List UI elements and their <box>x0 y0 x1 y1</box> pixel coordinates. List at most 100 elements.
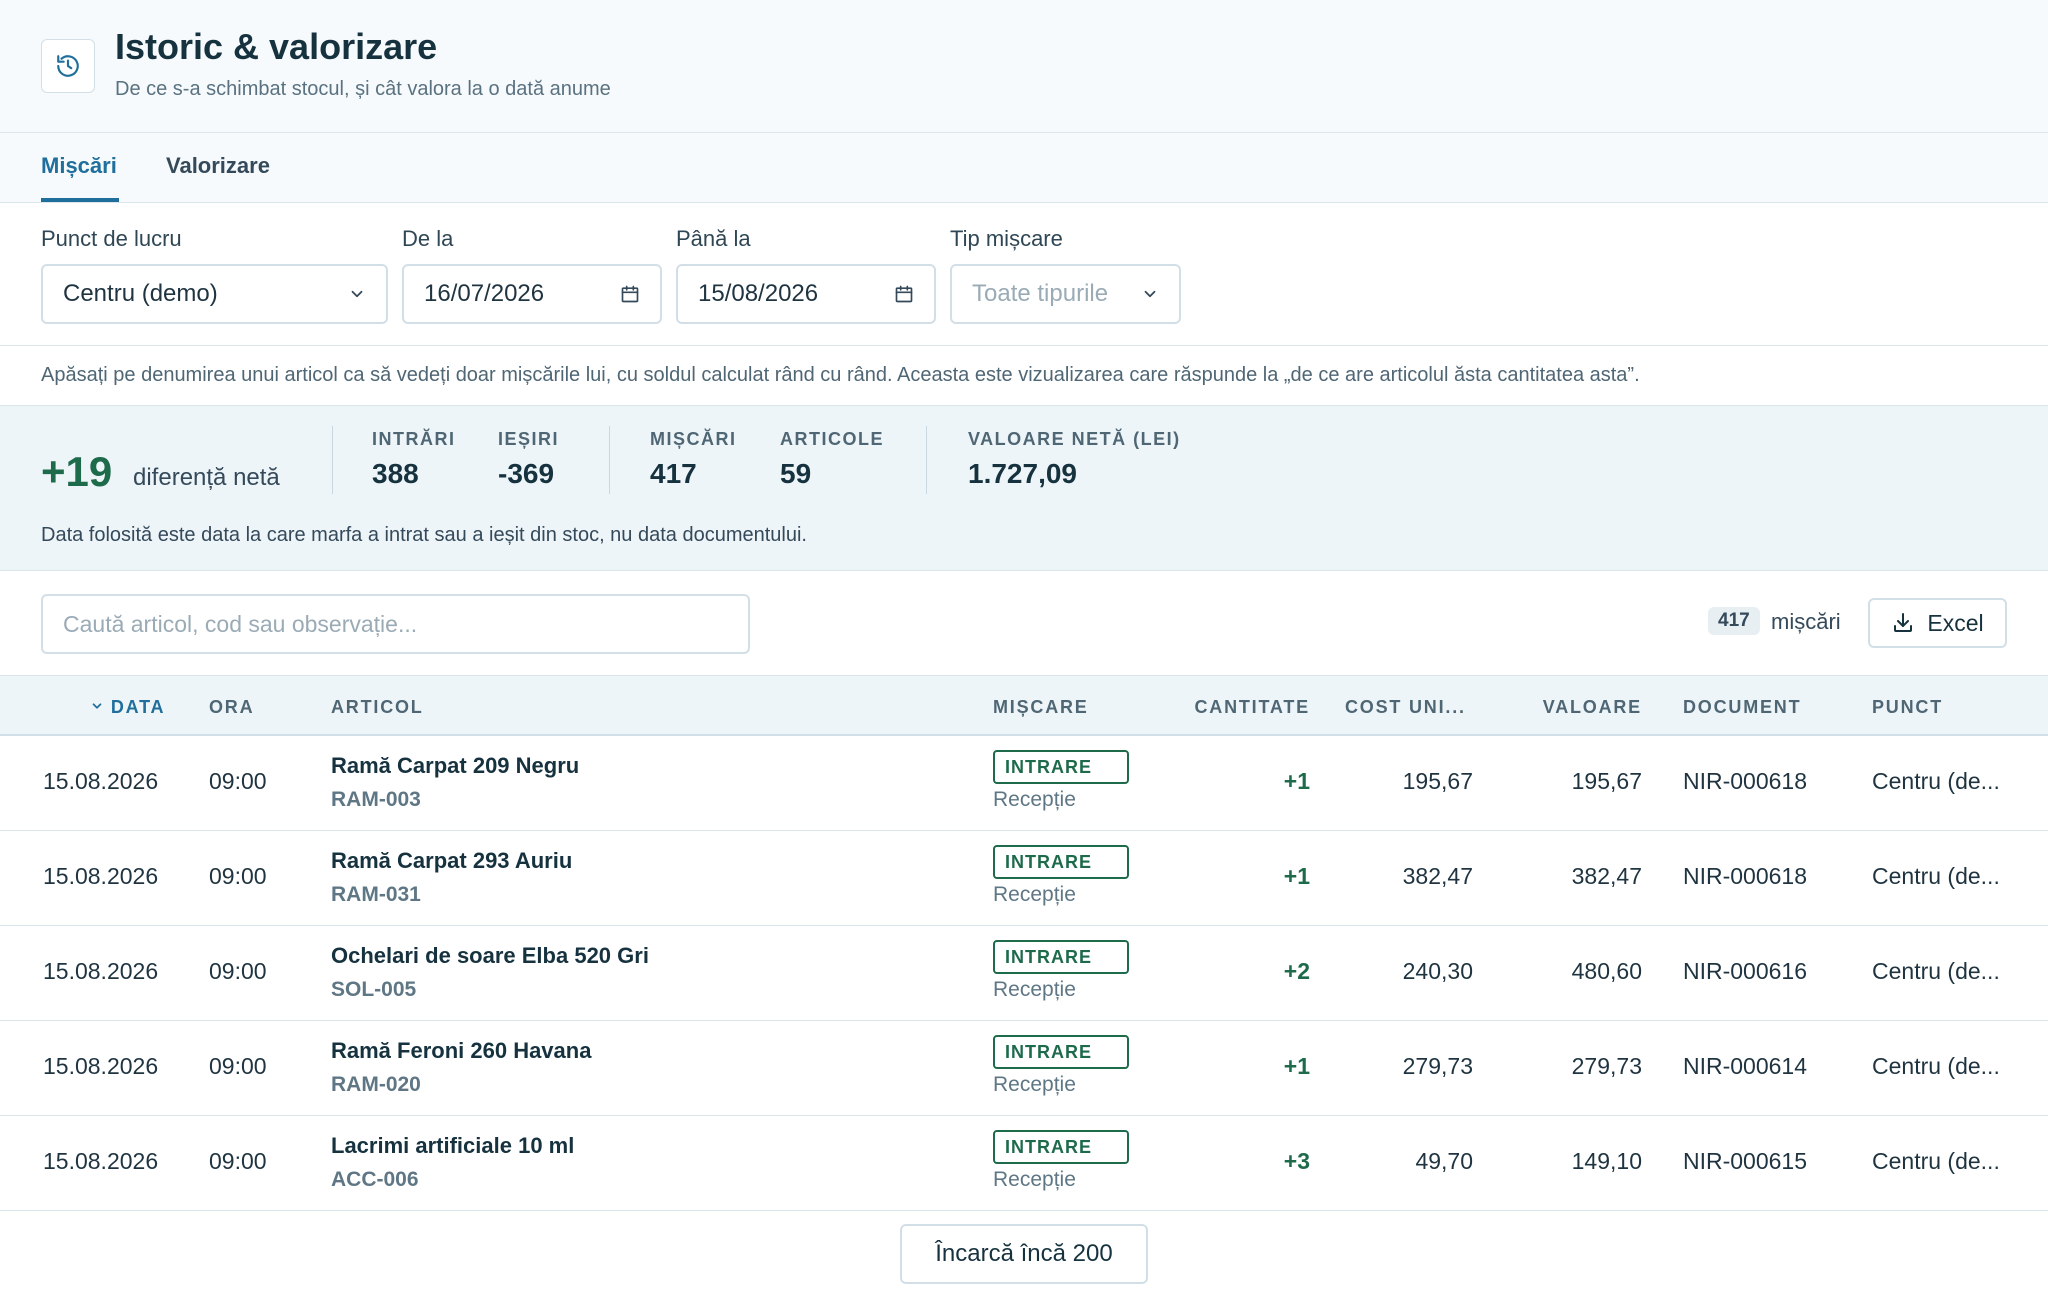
row-document[interactable]: NIR-000615 <box>1683 1148 1808 1174</box>
search-input[interactable]: Caută articol, cod sau observație... <box>41 594 750 654</box>
article-code: RAM-031 <box>331 883 421 906</box>
divider <box>609 426 610 494</box>
moves-label: MIȘCĂRI <box>650 429 737 449</box>
article-code: RAM-003 <box>331 788 421 811</box>
row-time: 09:00 <box>209 1053 267 1079</box>
articles-label: ARTICOLE <box>780 429 884 449</box>
article-code: RAM-020 <box>331 1073 421 1096</box>
moves-value: 417 <box>650 458 697 489</box>
table-header: DATA ORA ARTICOL MIȘCARE CANTITATE COST … <box>0 675 2048 736</box>
row-time: 09:00 <box>209 768 267 794</box>
row-quantity: +3 <box>1283 1148 1310 1174</box>
summary-panel: +19 diferență netă INTRĂRI 388 IEȘIRI -3… <box>0 405 2048 571</box>
row-document[interactable]: NIR-000616 <box>1683 958 1808 984</box>
row-value: 195,67 <box>1571 768 1642 794</box>
article-name-link[interactable]: Ochelari de soare Elba 520 Gri <box>331 943 649 968</box>
calendar-icon[interactable] <box>620 284 640 304</box>
column-time[interactable]: ORA <box>209 697 255 717</box>
count-badge: 417 <box>1708 607 1760 635</box>
column-document[interactable]: DOCUMENT <box>1683 697 1802 717</box>
to-date-input[interactable]: 15/08/2026 <box>676 264 936 324</box>
excel-label: Excel <box>1927 609 1984 636</box>
column-quantity[interactable]: CANTITATE <box>1194 697 1310 717</box>
movement-type: Recepție <box>993 978 1076 1001</box>
page-header: Istoric & valorizare De ce s-a schimbat … <box>0 0 2048 133</box>
from-date-label: De la <box>402 226 454 251</box>
row-value: 149,10 <box>1571 1148 1642 1174</box>
in-value: 388 <box>372 458 419 489</box>
row-point: Centru (de... <box>1872 1053 2000 1079</box>
movement-type-label: Tip mișcare <box>950 226 1063 251</box>
tab-miscari[interactable]: Mișcări <box>41 153 117 178</box>
row-unit-cost: 195,67 <box>1402 768 1473 794</box>
article-name-link[interactable]: Ramă Carpat 293 Auriu <box>331 848 573 873</box>
row-unit-cost: 240,30 <box>1402 958 1473 984</box>
load-more-button[interactable]: Încarcă încă 200 <box>900 1224 1148 1284</box>
location-value: Centru (demo) <box>63 280 218 307</box>
location-label: Punct de lucru <box>41 226 182 251</box>
row-unit-cost: 279,73 <box>1402 1053 1473 1079</box>
column-date-label: DATA <box>110 697 166 717</box>
column-unit-cost[interactable]: COST UNI... <box>1345 697 1466 717</box>
row-date: 15.08.2026 <box>43 958 159 984</box>
row-document[interactable]: NIR-000618 <box>1683 863 1808 889</box>
count-label: mișcări <box>1771 609 1841 634</box>
movement-type-placeholder: Toate tipurile <box>972 280 1109 307</box>
article-code: SOL-005 <box>331 978 417 1001</box>
net-difference-label: diferență netă <box>133 464 280 491</box>
calendar-icon[interactable] <box>894 284 914 304</box>
chevron-down-icon <box>1141 285 1159 303</box>
movement-type: Recepție <box>993 1168 1076 1191</box>
chevron-down-icon <box>348 285 366 303</box>
row-value: 279,73 <box>1571 1053 1642 1079</box>
row-date: 15.08.2026 <box>43 863 159 889</box>
movement-badge: INTRARE <box>993 845 1129 879</box>
table-row: 15.08.2026 09:00 Ramă Carpat 293 Auriu RAM-… <box>0 831 2048 926</box>
net-value-lei-label: VALOARE NETĂ (LEI) <box>968 429 1181 449</box>
row-date: 15.08.2026 <box>43 1148 159 1174</box>
article-code: ACC-006 <box>331 1168 419 1191</box>
movement-type: Recepție <box>993 788 1076 811</box>
column-date[interactable]: DATA <box>90 697 165 718</box>
table-row: 15.08.2026 09:00 Ramă Feroni 260 Havana RAM… <box>0 1021 2048 1116</box>
row-quantity: +1 <box>1283 863 1310 889</box>
history-icon <box>41 39 95 93</box>
from-date-input[interactable]: 16/07/2026 <box>402 264 662 324</box>
hint-text: Apăsați pe denumirea unui articol ca să … <box>41 364 1640 386</box>
row-document[interactable]: NIR-000614 <box>1683 1053 1808 1079</box>
row-point: Centru (de... <box>1872 863 2000 889</box>
article-name-link[interactable]: Ramă Feroni 260 Havana <box>331 1038 592 1063</box>
row-unit-cost: 382,47 <box>1402 863 1473 889</box>
column-point[interactable]: PUNCT <box>1872 697 1943 717</box>
column-article[interactable]: ARTICOL <box>331 697 424 717</box>
movement-badge: INTRARE <box>993 1130 1129 1164</box>
row-document[interactable]: NIR-000618 <box>1683 768 1808 794</box>
search-placeholder: Caută articol, cod sau observație... <box>63 610 418 637</box>
from-date-value: 16/07/2026 <box>424 280 545 307</box>
row-time: 09:00 <box>209 958 267 984</box>
export-excel-button[interactable]: Excel <box>1868 598 2007 648</box>
net-difference-value: +19 <box>41 448 113 495</box>
table-row: 15.08.2026 09:00 Ramă Carpat 209 Negru RAM-… <box>0 736 2048 831</box>
tab-valorizare[interactable]: Valorizare <box>166 153 270 178</box>
article-name-link[interactable]: Lacrimi artificiale 10 ml <box>331 1133 575 1158</box>
table-row: 15.08.2026 09:00 Lacrimi artificiale 10 ml… <box>0 1116 2048 1211</box>
row-quantity: +1 <box>1283 1053 1310 1079</box>
article-name-link[interactable]: Ramă Carpat 209 Negru <box>331 753 580 778</box>
in-label: INTRĂRI <box>372 429 456 449</box>
sort-desc-icon <box>90 697 111 717</box>
date-note: Data folosită este data la care marfa a … <box>41 524 807 546</box>
tab-bar: Mișcări Valorizare <box>0 133 2048 203</box>
row-point: Centru (de... <box>1872 768 2000 794</box>
row-quantity: +2 <box>1283 958 1310 984</box>
column-movement[interactable]: MIȘCARE <box>993 697 1089 717</box>
column-value[interactable]: VALOARE <box>1542 697 1642 717</box>
to-date-value: 15/08/2026 <box>698 280 819 307</box>
table-row: 15.08.2026 09:00 Ochelari de soare Elba 52… <box>0 926 2048 1021</box>
articles-value: 59 <box>780 458 812 489</box>
movement-type-select[interactable]: Toate tipurile <box>950 264 1181 324</box>
page-title: Istoric & valorizare <box>115 26 438 67</box>
movement-badge: INTRARE <box>993 1035 1129 1069</box>
out-label: IEȘIRI <box>498 429 560 449</box>
location-select[interactable]: Centru (demo) <box>41 264 388 324</box>
